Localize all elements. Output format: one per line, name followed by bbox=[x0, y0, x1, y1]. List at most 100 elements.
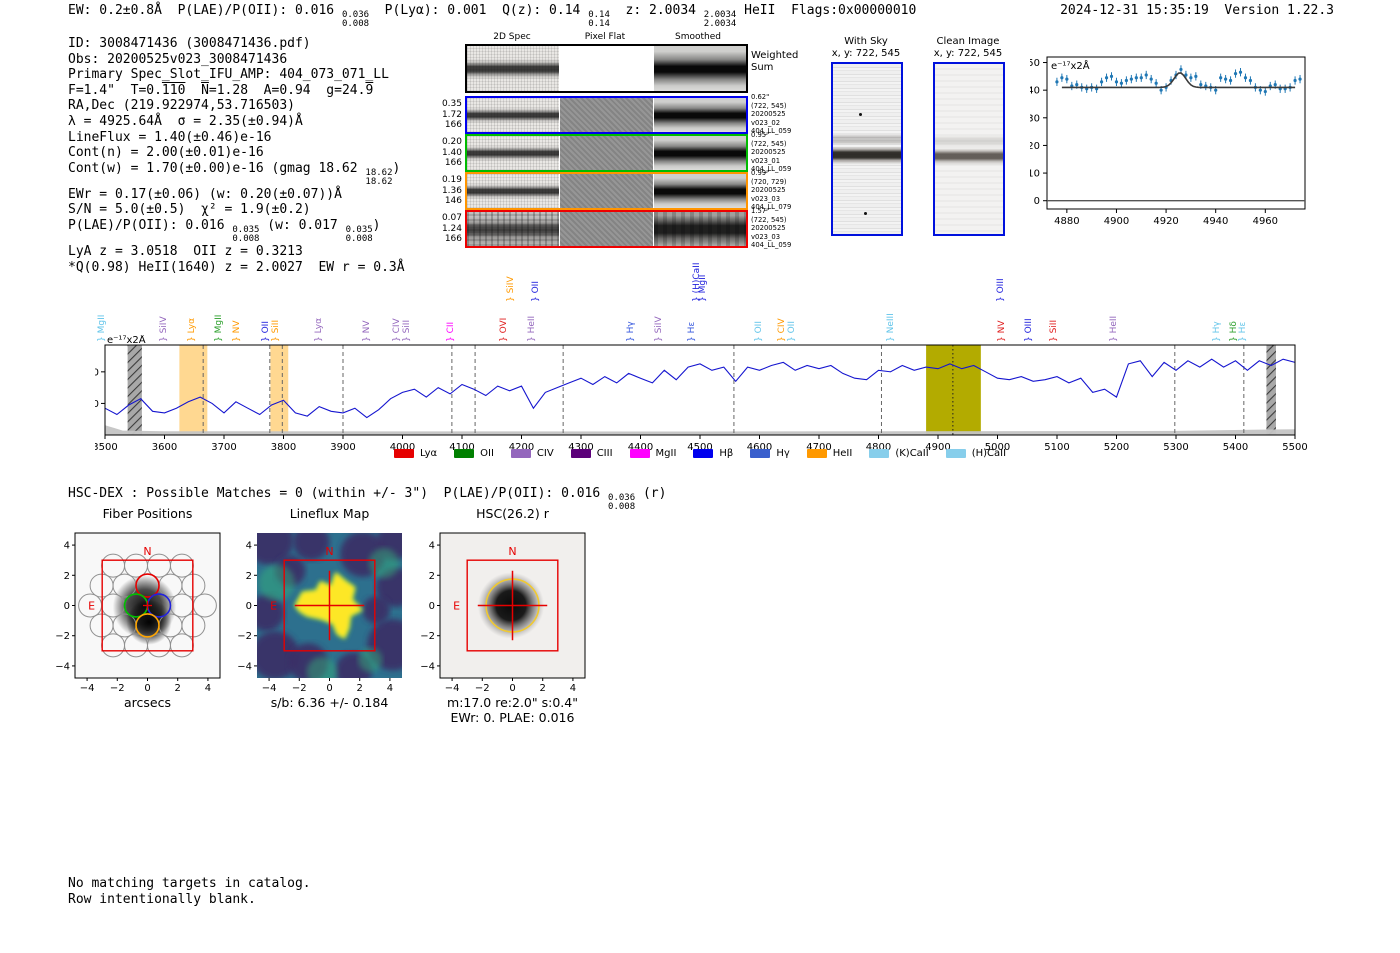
col-title-pixelflat: Pixel Flat bbox=[584, 32, 626, 42]
x-tick: 4920 bbox=[1153, 216, 1178, 227]
spec2d-row bbox=[465, 96, 748, 134]
hsc-xlabel2: EWr: 0. PLAE: 0.016 bbox=[450, 710, 575, 725]
y-tick: 10 bbox=[1030, 169, 1040, 180]
note-line: No matching targets in catalog. bbox=[68, 876, 311, 891]
y-tick: 30 bbox=[1030, 113, 1040, 124]
smoothed-image bbox=[654, 174, 746, 208]
legend-swatch bbox=[945, 449, 966, 458]
info-line: Cont(n) = 2.00(±0.01)e-16 bbox=[68, 145, 264, 161]
x-tick: 4600 bbox=[747, 442, 772, 453]
smoothed-image bbox=[654, 212, 746, 246]
cosmic-ray-dot bbox=[863, 211, 867, 215]
x-tick: −4 bbox=[445, 683, 460, 694]
north-label: N bbox=[325, 545, 333, 558]
legend-item: Hγ bbox=[750, 448, 790, 459]
x-tick: 4940 bbox=[1203, 216, 1228, 227]
spectrum-trace bbox=[104, 358, 1296, 419]
catalog-notes: No matching targets in catalog. Row inten… bbox=[68, 876, 311, 907]
x-tick: 4800 bbox=[866, 442, 891, 453]
extraction-box bbox=[466, 559, 559, 652]
x-tick: 4900 bbox=[925, 442, 950, 453]
emission-line-label: } SiIV bbox=[505, 276, 516, 302]
pixelflat-image bbox=[560, 212, 653, 246]
legend-item: OII bbox=[454, 448, 494, 459]
info-line: RA,Dec (219.922974,53.716503) bbox=[68, 98, 295, 114]
emission-line-label: } OII bbox=[530, 281, 541, 302]
x-tick: 4960 bbox=[1253, 216, 1278, 227]
shade-band bbox=[270, 345, 289, 435]
y-tick: −2 bbox=[55, 631, 70, 642]
y-tick: 4 bbox=[246, 541, 252, 552]
fiber-xlabel: arcsecs bbox=[124, 695, 171, 710]
hsc-xlabel: m:17.0 re:2.0" s:0.4" bbox=[447, 695, 578, 710]
col-title-2dspec: 2D Spec bbox=[493, 32, 531, 42]
x-tick: 3600 bbox=[152, 442, 177, 453]
pixelflat-image bbox=[560, 174, 653, 208]
x-tick: 4300 bbox=[568, 442, 593, 453]
x-tick: 5100 bbox=[1044, 442, 1069, 453]
x-tick: 2 bbox=[357, 683, 363, 694]
spec2d-image bbox=[467, 212, 559, 246]
info-line: Obs: 20200525v023_3008471436 bbox=[68, 51, 288, 67]
header-stats: EW: 0.2±0.8Å P(LAE)/P(OII): 0.016 0.036 0… bbox=[68, 3, 917, 29]
x-tick: 4700 bbox=[806, 442, 831, 453]
spec2d-row bbox=[465, 172, 748, 210]
y-tick: 2 bbox=[64, 571, 70, 582]
x-tick: 4100 bbox=[449, 442, 474, 453]
cosmic-ray-dot bbox=[858, 113, 862, 117]
shade-band bbox=[926, 345, 981, 435]
pixelflat-image bbox=[560, 98, 653, 132]
east-label: E bbox=[88, 600, 95, 613]
y-tick: 40 bbox=[95, 367, 99, 378]
row-id-label: 1.57" (722, 545) 20200525 v023_03 404_LL_059 bbox=[751, 207, 792, 250]
x-tick: 5400 bbox=[1223, 442, 1248, 453]
legend-swatch bbox=[629, 449, 650, 458]
legend-swatch bbox=[693, 449, 714, 458]
info-line: F=1.4" T=0.110 N=1.28 A=0.94 g=24.9 bbox=[68, 82, 374, 98]
weighted-smoothed-image bbox=[654, 46, 746, 91]
legend-item: (H)CaII bbox=[945, 448, 1006, 459]
y-tick: 2 bbox=[246, 571, 252, 582]
legend-swatch bbox=[393, 449, 414, 458]
hsc-image-plot: −4 −2 0 2 4 4 2 0 −2 −4 N E bbox=[420, 532, 586, 694]
line-fit-plot: 0 10 20 30 40 50 4880 4900 4920 4940 4960 e⁻¹⁷x2Å bbox=[1030, 56, 1306, 227]
legend-item: Lyα bbox=[393, 448, 437, 459]
weighted-pixelflat-image bbox=[560, 46, 653, 91]
selected-fiber-circle bbox=[135, 613, 160, 638]
units-annotation: e⁻¹⁷x2Å bbox=[1051, 59, 1090, 72]
info-line: LyA z = 3.0518 OII z = 0.3213 bbox=[68, 243, 303, 259]
spec2d-image bbox=[467, 174, 559, 208]
y-tick: 0 bbox=[429, 601, 435, 612]
lineflux-map-title: Lineflux Map bbox=[289, 506, 370, 521]
info-line: Primary Spec_Slot_IFU_AMP: 404_073_071_L… bbox=[68, 67, 389, 83]
spectrum-legend: Lyα OII CIV CIII MgII Hβ Hγ HeII (K)CaII (H)CaII bbox=[105, 448, 1295, 459]
x-tick: 3700 bbox=[211, 442, 236, 453]
y-tick: 0 bbox=[64, 601, 70, 612]
x-tick: −4 bbox=[262, 683, 277, 694]
row-id-label: 0.95" (722, 545) 20200525 v023_01 404_LL_059 bbox=[751, 131, 792, 174]
x-tick: −2 bbox=[475, 683, 490, 694]
legend-item: CIII bbox=[570, 448, 613, 459]
y-tick: 20 bbox=[1030, 141, 1040, 152]
x-tick: 4 bbox=[387, 683, 393, 694]
col-title-smoothed: Smoothed bbox=[675, 32, 721, 42]
y-tick: −2 bbox=[237, 631, 252, 642]
y-tick: 4 bbox=[429, 541, 435, 552]
x-tick: 5200 bbox=[1104, 442, 1129, 453]
east-label: E bbox=[453, 600, 460, 613]
x-tick: 2 bbox=[175, 683, 181, 694]
full-spectrum-plot: 3500 3600 3700 3800 3900 4000 4100 4200 4300 4400… bbox=[95, 335, 1308, 453]
lineflux-xlabel: s/b: 6.36 +/- 0.184 bbox=[270, 695, 389, 710]
x-tick: 4500 bbox=[687, 442, 712, 453]
note-line: Row intentionally blank. bbox=[68, 891, 256, 907]
y-tick: 2 bbox=[429, 571, 435, 582]
x-tick: 5300 bbox=[1163, 442, 1188, 453]
y-tick: −4 bbox=[420, 661, 435, 672]
x-tick: −4 bbox=[80, 683, 95, 694]
x-tick: 4 bbox=[205, 683, 211, 694]
shade-band bbox=[127, 345, 142, 435]
fiber-positions-title: Fiber Positions bbox=[102, 506, 193, 521]
x-tick: 4000 bbox=[390, 442, 415, 453]
x-tick: 4200 bbox=[509, 442, 534, 453]
